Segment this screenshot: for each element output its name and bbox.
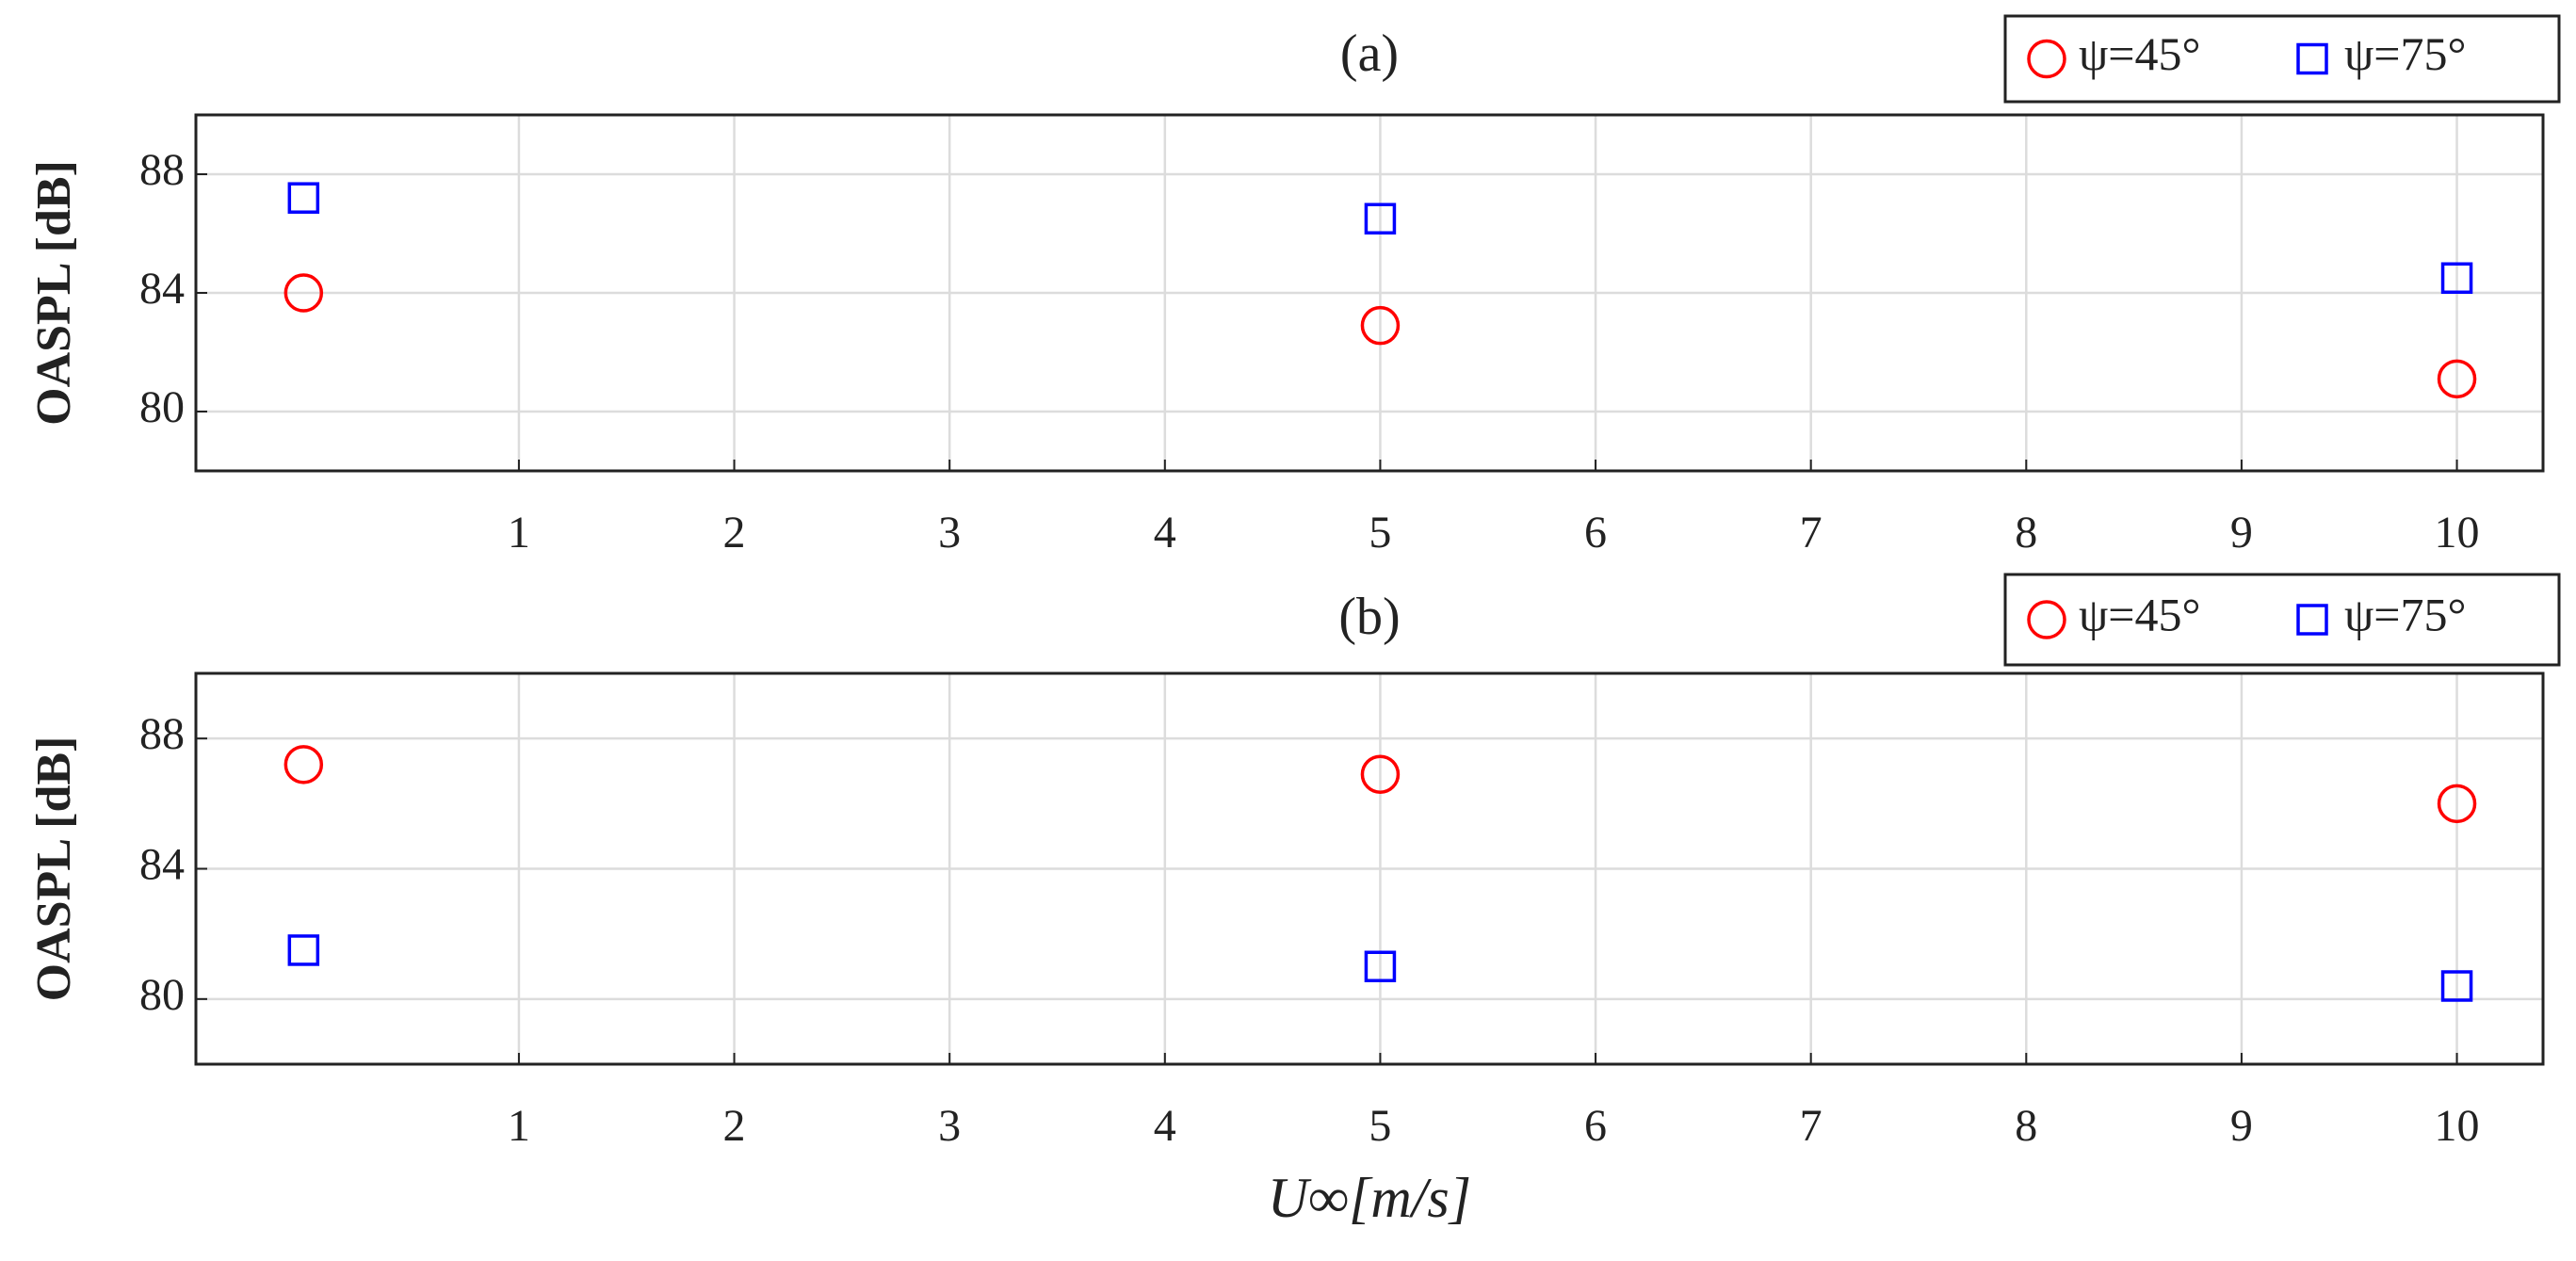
point [2437,784,2477,824]
legend-marker [2027,600,2066,639]
x-tick-label: 3 [938,1101,961,1151]
point [1364,950,1397,982]
x-tick-label: 6 [1584,508,1607,558]
legend-label: ψ=75° [2344,588,2467,640]
x-tick-label: 3 [938,508,961,558]
legend-marker [2296,42,2328,75]
x-tick-label: 7 [1800,508,1823,558]
point [287,934,320,966]
legend-box [2003,14,2561,104]
x-tick-label: 7 [1800,1101,1823,1151]
y-tick-label: 84 [139,840,185,890]
x-axis-label: U∞[m/s] [1268,1167,1471,1229]
x-tick-label: 10 [2435,508,2480,558]
legend-marker [2296,604,2328,636]
point [2440,970,2473,1002]
x-tick-label: 8 [2015,1101,2037,1151]
point [2440,262,2473,294]
point [284,273,324,313]
x-tick-label: 10 [2435,1101,2480,1151]
chart-title: (a) [1340,24,1399,83]
x-tick-label: 1 [508,508,530,558]
chart-title: (b) [1338,588,1400,646]
y-tick-label: 88 [139,145,185,195]
plot-frame [194,671,2545,1066]
x-tick-label: 8 [2015,508,2037,558]
point [284,745,324,784]
point [287,182,320,214]
y-axis-label: OASPL [dB] [27,736,81,1002]
x-tick-label: 1 [508,1101,530,1151]
legend-box [2003,573,2561,667]
x-tick-label: 6 [1584,1101,1607,1151]
x-tick-label: 5 [1369,1101,1391,1151]
plot-frame [194,113,2545,473]
point [1360,754,1401,794]
x-tick-label: 9 [2230,1101,2253,1151]
point [2437,359,2477,399]
x-tick-label: 2 [723,1101,746,1151]
legend-label: ψ=45° [2079,588,2201,640]
x-tick-label: 2 [723,508,746,558]
y-tick-label: 80 [139,970,185,1020]
y-axis-label: OASPL [dB] [27,160,81,426]
x-tick-label: 4 [1154,508,1176,558]
y-tick-label: 80 [139,382,185,432]
x-tick-label: 5 [1369,508,1391,558]
y-tick-label: 88 [139,709,185,759]
x-tick-label: 9 [2230,508,2253,558]
y-tick-label: 84 [139,264,185,314]
legend-label: ψ=75° [2344,27,2467,80]
legend-marker [2027,39,2066,79]
point [1360,305,1401,346]
point [1364,202,1397,234]
x-tick-label: 4 [1154,1101,1176,1151]
legend-label: ψ=45° [2079,27,2201,80]
